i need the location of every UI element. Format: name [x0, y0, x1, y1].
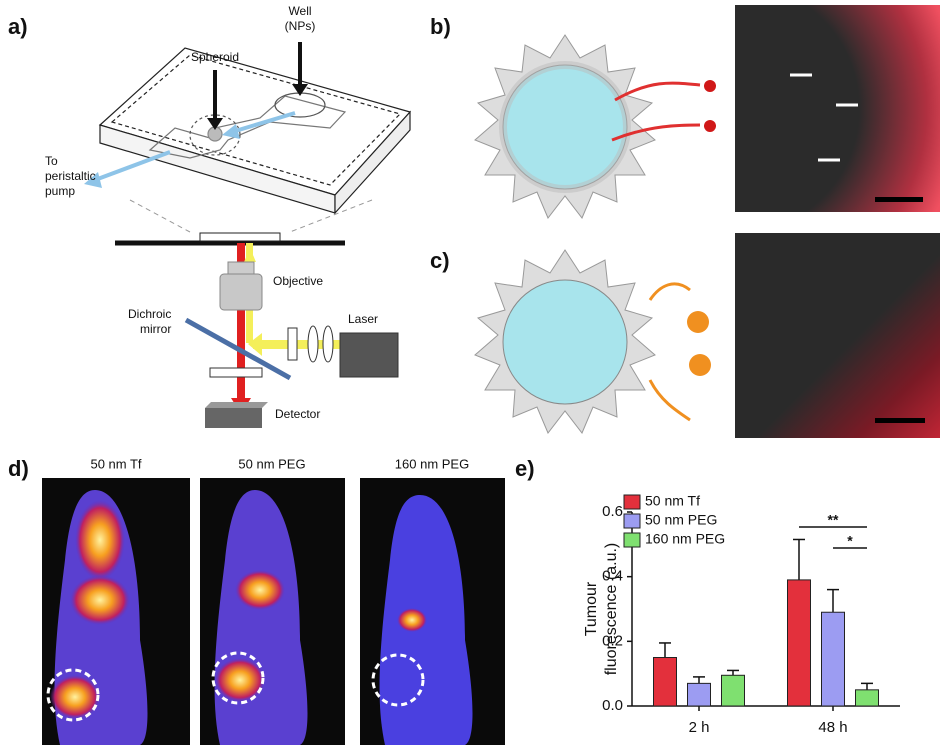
bar	[721, 674, 745, 707]
label: pump	[45, 184, 75, 198]
bar	[855, 689, 879, 707]
y-tick-label: 0.0	[602, 697, 623, 714]
y-tick-label: 0.2	[602, 632, 623, 649]
panel-label: a)	[8, 14, 28, 39]
label: Dichroic	[128, 307, 171, 321]
image-label: 50 nm Tf	[90, 456, 141, 471]
significance-label: **	[828, 512, 839, 528]
label: Well	[288, 4, 311, 18]
x-tick-label: 48 h	[818, 719, 847, 736]
legend-label: 160 nm PEG	[645, 531, 725, 547]
panel-label: c)	[430, 248, 450, 273]
spheroid-illustration	[474, 34, 716, 434]
label: Spheroid	[191, 50, 239, 64]
image-label: 160 nm PEG	[395, 456, 469, 471]
x-tick-label: 2 h	[689, 719, 710, 736]
micrograph	[735, 5, 940, 438]
bar	[787, 579, 811, 707]
label: mirror	[140, 322, 171, 336]
legend-swatch	[623, 532, 641, 548]
label: peristaltic	[45, 169, 96, 183]
bar	[821, 611, 845, 707]
arrows	[84, 42, 373, 233]
y-tick-label: 0.4	[602, 568, 623, 585]
legend-label: 50 nm PEG	[645, 512, 717, 528]
optics	[115, 232, 399, 428]
label: Laser	[348, 312, 378, 326]
panel-label: e)	[515, 456, 535, 481]
label: Detector	[275, 407, 320, 421]
image-label: 50 nm PEG	[238, 456, 305, 471]
y-axis-label: Tumour	[583, 581, 600, 636]
label: (NPs)	[285, 19, 316, 33]
label: To	[45, 154, 58, 168]
panel-label: d)	[8, 456, 29, 481]
legend-swatch	[623, 494, 641, 510]
panel-label: b)	[430, 14, 451, 39]
y-axis-label: fluorescence (a.u.)	[603, 543, 620, 676]
bar	[687, 682, 711, 707]
significance-label: *	[847, 533, 853, 549]
bar	[653, 657, 677, 707]
legend-label: 50 nm Tf	[645, 493, 700, 509]
mouse-images	[42, 478, 505, 745]
legend-swatch	[623, 513, 641, 529]
label: Objective	[273, 274, 323, 288]
chip	[98, 47, 412, 215]
y-tick-label: 0.6	[602, 503, 623, 520]
